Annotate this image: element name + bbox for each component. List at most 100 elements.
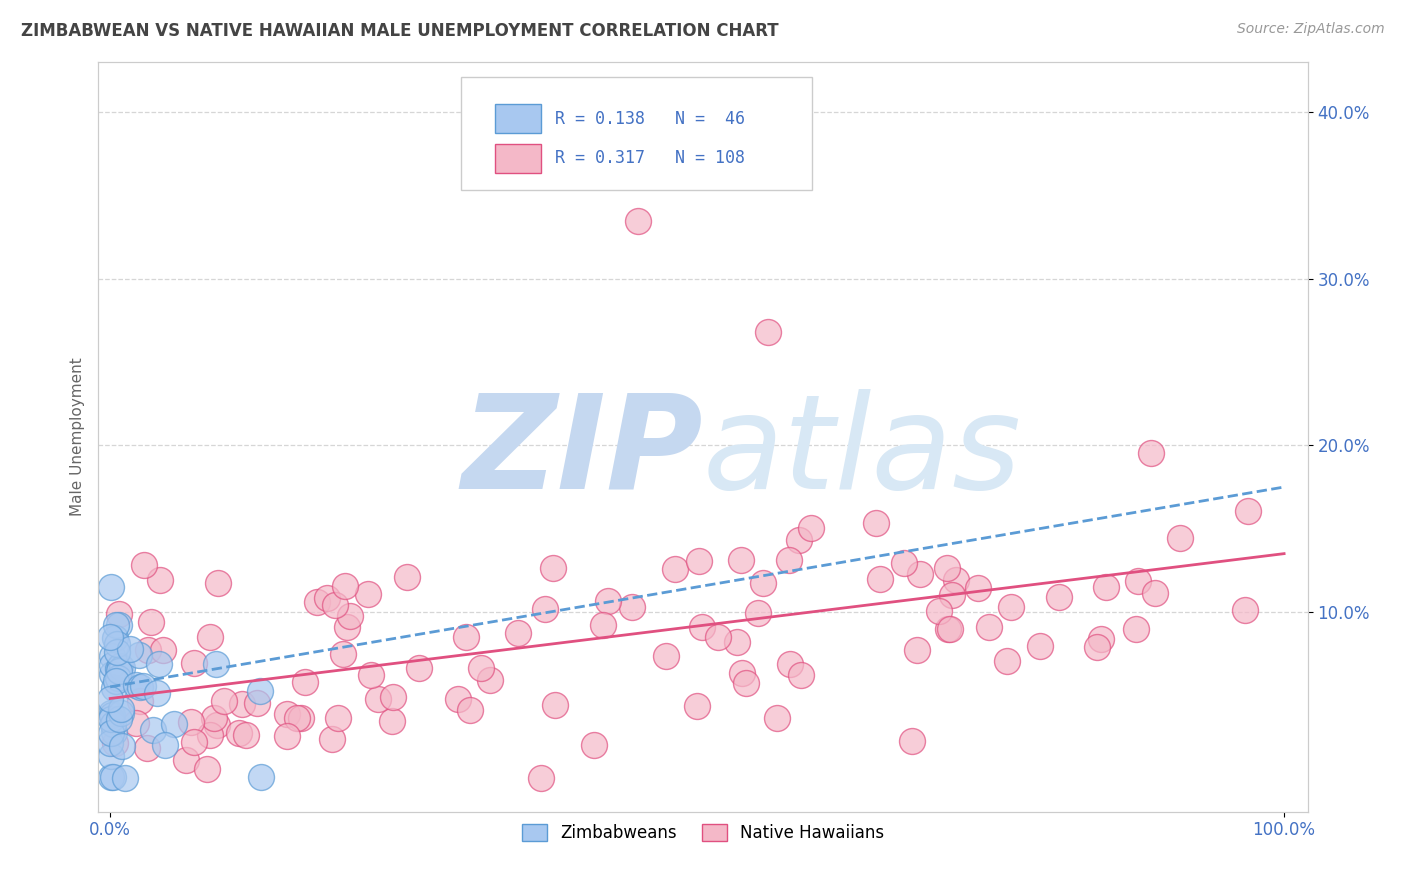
Point <box>114 772 136 786</box>
Point <box>447 692 470 706</box>
Point <box>747 607 769 621</box>
Point <box>541 561 564 575</box>
Point <box>1047 590 1070 604</box>
Point <box>655 648 678 663</box>
Point <box>163 717 186 731</box>
Point <box>395 570 418 584</box>
Point <box>212 694 235 708</box>
Point <box>321 732 343 747</box>
Point <box>901 733 924 747</box>
Text: R = 0.138   N =  46: R = 0.138 N = 46 <box>555 110 745 128</box>
Text: R = 0.317   N = 108: R = 0.317 N = 108 <box>555 149 745 168</box>
Point <box>205 657 228 671</box>
Point <box>139 615 162 629</box>
Point <box>108 664 131 678</box>
Point <box>174 753 197 767</box>
Point <box>107 607 129 621</box>
Point <box>231 697 253 711</box>
Point <box>104 631 127 645</box>
Point <box>202 711 225 725</box>
Point <box>101 648 124 663</box>
Point <box>935 561 957 575</box>
Point <box>136 740 159 755</box>
Point <box>779 657 801 671</box>
Point <box>1125 622 1147 636</box>
Point <box>205 718 228 732</box>
Point <box>125 715 148 730</box>
Point <box>936 622 959 636</box>
Point <box>336 620 359 634</box>
Point <box>110 702 132 716</box>
Point <box>332 647 354 661</box>
Point <box>128 680 150 694</box>
Point <box>148 657 170 671</box>
Text: Source: ZipAtlas.com: Source: ZipAtlas.com <box>1237 22 1385 37</box>
Point <box>100 726 122 740</box>
Text: ZIP: ZIP <box>461 389 703 516</box>
Point <box>98 630 121 644</box>
Point <box>235 728 257 742</box>
Point <box>865 516 887 530</box>
Point <box>134 558 156 572</box>
Point <box>530 772 553 786</box>
Point <box>979 620 1001 634</box>
Point <box>592 618 614 632</box>
Point <box>103 725 125 739</box>
Point <box>1000 599 1022 614</box>
Point <box>408 661 430 675</box>
Point <box>1237 504 1260 518</box>
Point <box>100 770 122 784</box>
Point <box>207 575 229 590</box>
Point <box>246 697 269 711</box>
Text: atlas: atlas <box>703 389 1022 516</box>
Point <box>1126 574 1149 588</box>
Point <box>290 711 312 725</box>
Point <box>315 591 337 605</box>
Point <box>183 656 205 670</box>
Point <box>108 712 131 726</box>
Point <box>294 675 316 690</box>
Point <box>582 738 605 752</box>
Point <box>339 608 361 623</box>
Point <box>458 703 481 717</box>
Point <box>131 679 153 693</box>
Point <box>111 739 134 754</box>
Point <box>357 587 380 601</box>
Point <box>945 573 967 587</box>
Point <box>128 648 150 663</box>
Point <box>105 645 128 659</box>
Point <box>107 662 129 676</box>
Point <box>249 770 271 784</box>
Point <box>688 554 710 568</box>
Point <box>1168 532 1191 546</box>
Point <box>328 711 350 725</box>
Point <box>1095 580 1118 594</box>
Point <box>120 641 142 656</box>
Point <box>893 556 915 570</box>
Point <box>869 572 891 586</box>
Point <box>1090 632 1112 646</box>
Point <box>766 711 789 725</box>
Point <box>107 671 129 685</box>
Point <box>105 673 128 688</box>
Point <box>100 749 122 764</box>
Point <box>939 622 962 636</box>
Legend: Zimbabweans, Native Hawaiians: Zimbabweans, Native Hawaiians <box>515 817 891 848</box>
Point <box>136 643 159 657</box>
Point <box>800 521 823 535</box>
Point <box>627 213 650 227</box>
Point <box>103 681 125 695</box>
Point <box>534 602 557 616</box>
Bar <box>495 145 541 172</box>
Point <box>928 604 950 618</box>
Point <box>544 698 567 712</box>
Point <box>382 690 405 705</box>
Point <box>778 553 800 567</box>
Point <box>905 642 928 657</box>
Point <box>183 735 205 749</box>
Bar <box>495 104 541 133</box>
Point <box>908 566 931 581</box>
Point <box>100 712 122 726</box>
Point <box>104 736 127 750</box>
Point <box>333 579 356 593</box>
